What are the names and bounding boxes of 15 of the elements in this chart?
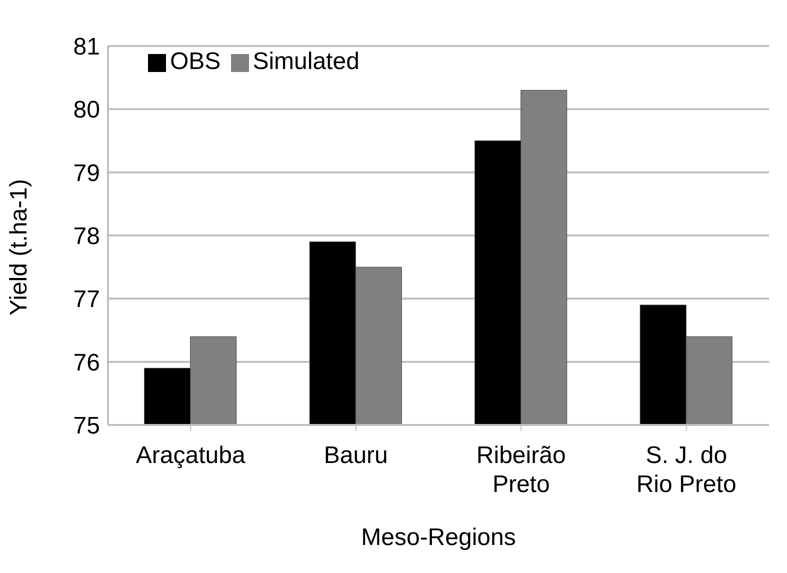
y-tick-label: 81 [73, 34, 100, 61]
x-tick-label: Ribeirão Preto [476, 442, 566, 498]
legend-label: OBS [170, 48, 221, 75]
y-axis-title: Yield (t.ha-1) [6, 179, 33, 316]
y-tick-label: 76 [73, 349, 100, 376]
y-tick-label: 78 [73, 223, 100, 250]
y-tick-label: 75 [73, 412, 100, 440]
legend-label: Simulated [252, 48, 360, 75]
y-tick-label: 80 [73, 96, 100, 124]
y-tick-label: 79 [73, 160, 100, 187]
y-tick-label: 77 [73, 286, 100, 314]
x-tick-label: Araçatuba [136, 442, 246, 469]
x-tick-label: S. J. do Rio Preto [636, 442, 736, 498]
x-axis-title: Meso-Regions [361, 524, 516, 551]
x-tick-label: Bauru [324, 442, 388, 469]
